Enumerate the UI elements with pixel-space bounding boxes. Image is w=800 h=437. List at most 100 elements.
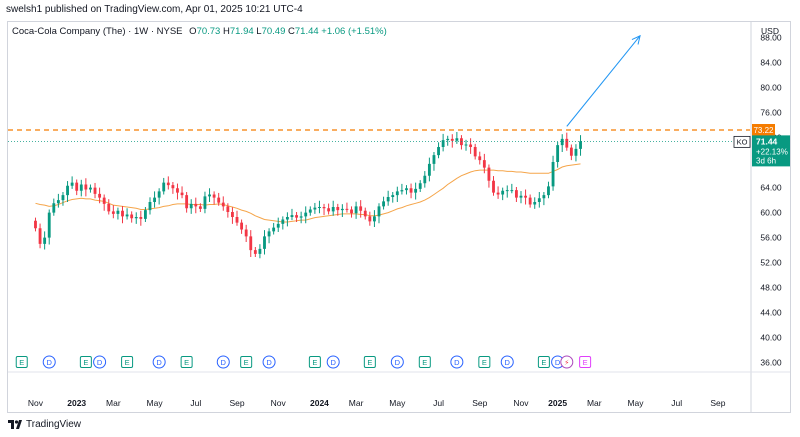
event-marker-shape (42, 355, 56, 369)
earnings-event-marker[interactable]: E (308, 356, 321, 368)
candle-body (43, 237, 47, 244)
dividend-event-marker[interactable]: D (326, 355, 340, 369)
event-marker-label: D (454, 358, 460, 367)
open-label: O (189, 26, 197, 37)
event-marker-shape (152, 355, 166, 369)
candle-body (107, 203, 111, 212)
candle-body (446, 138, 450, 141)
dividend-event-marker[interactable]: D (500, 355, 514, 369)
candle-body (84, 184, 88, 190)
candle-body (56, 200, 60, 204)
projection-arrow-line[interactable] (566, 35, 641, 127)
candle-body (450, 138, 454, 141)
event-marker-shape (579, 356, 592, 368)
candle-body (359, 206, 363, 211)
candle-body (258, 248, 262, 254)
candle-body (382, 201, 386, 207)
dividend-event-marker[interactable]: D (450, 355, 464, 369)
event-marker-label: E (83, 358, 88, 367)
dividend-event-marker[interactable]: D (216, 355, 230, 369)
time-tick-label: Nov (513, 398, 529, 408)
candle-body (482, 160, 486, 168)
candle-body (340, 208, 344, 211)
earnings-event-marker[interactable]: E (363, 356, 376, 368)
candle-body (89, 187, 92, 190)
candle-body (93, 187, 97, 194)
candle-body (70, 182, 74, 186)
earnings-event-marker[interactable]: E (537, 356, 550, 368)
price-tick-label: 64.00 (760, 183, 782, 193)
candle-body (47, 212, 51, 238)
split-event-marker[interactable]: ⚡ (560, 355, 574, 369)
candle-body (427, 163, 431, 176)
event-marker-label: D (221, 358, 227, 367)
candle-body (313, 207, 317, 210)
candle-body (281, 219, 285, 224)
candle-body (423, 175, 427, 184)
candle-body (198, 206, 202, 209)
time-tick-label: Sep (472, 398, 487, 408)
dividend-event-marker[interactable]: D (93, 355, 107, 369)
event-marker-shape (390, 355, 404, 369)
candle-body (464, 144, 468, 146)
event-marker-label: D (330, 358, 336, 367)
high-value: 71.94 (229, 26, 254, 37)
candle-body (299, 216, 303, 218)
candle-body (75, 182, 79, 191)
candle-body (276, 223, 280, 228)
footer-brand-text: TradingView (26, 419, 82, 430)
price-tick-label: 76.00 (760, 108, 782, 118)
candle-body (125, 214, 129, 217)
time-tick-label: Jul (671, 398, 682, 408)
event-marker-shape (93, 355, 107, 369)
candle-body (235, 217, 239, 223)
earnings-event-marker[interactable]: E (240, 356, 253, 368)
candle-body (79, 184, 83, 191)
candle-body (579, 141, 582, 149)
earnings-event-marker[interactable]: E (121, 356, 134, 368)
candle-body (524, 195, 527, 198)
event-marker-shape (15, 356, 28, 368)
candle-body (130, 214, 134, 219)
candle-body (469, 144, 473, 147)
candle-body (240, 222, 244, 230)
time-tick-label: May (389, 398, 406, 408)
event-marker-label: D (97, 358, 103, 367)
price-axis: 88.0084.0080.0076.0072.0068.0064.0060.00… (760, 33, 782, 368)
candle-body (487, 167, 491, 181)
event-marker-shape (478, 356, 491, 368)
dividend-event-marker[interactable]: D (390, 355, 404, 369)
candle-body (496, 192, 500, 195)
candle-body (345, 208, 349, 210)
candle-body (102, 197, 106, 204)
event-marker-label: E (184, 358, 189, 367)
earnings-event-marker[interactable]: E (478, 356, 491, 368)
candle-body (98, 193, 102, 198)
candle-body (34, 220, 37, 229)
low-value: 70.49 (261, 26, 286, 37)
event-marker-label: ⚡ (564, 358, 569, 367)
price-tick-label: 88.00 (760, 33, 782, 43)
event-marker-label: E (312, 358, 317, 367)
dividend-event-marker[interactable]: D (262, 355, 276, 369)
future-event-marker[interactable]: E (579, 356, 592, 368)
high-label: H (222, 26, 230, 37)
candle-body (166, 182, 170, 186)
earnings-event-marker[interactable]: E (180, 356, 193, 368)
earnings-event-marker[interactable]: E (418, 356, 431, 368)
close-label: C (288, 26, 295, 37)
candle-body (52, 203, 56, 213)
time-tick-label: 2025 (548, 398, 567, 408)
earnings-event-marker[interactable]: E (15, 356, 28, 368)
candle-body (432, 155, 436, 164)
earnings-event-marker[interactable]: E (79, 356, 92, 368)
symbol-description: Coca-Cola Company (The) · 1W · NYSE (12, 26, 183, 37)
candle-body (203, 196, 207, 209)
price-tick-label: 48.00 (760, 283, 782, 293)
candle-body (226, 206, 230, 212)
dividend-event-marker[interactable]: D (42, 355, 56, 369)
dividend-event-marker[interactable]: D (152, 355, 166, 369)
candle-body (354, 206, 358, 214)
event-marker-shape (180, 356, 193, 368)
